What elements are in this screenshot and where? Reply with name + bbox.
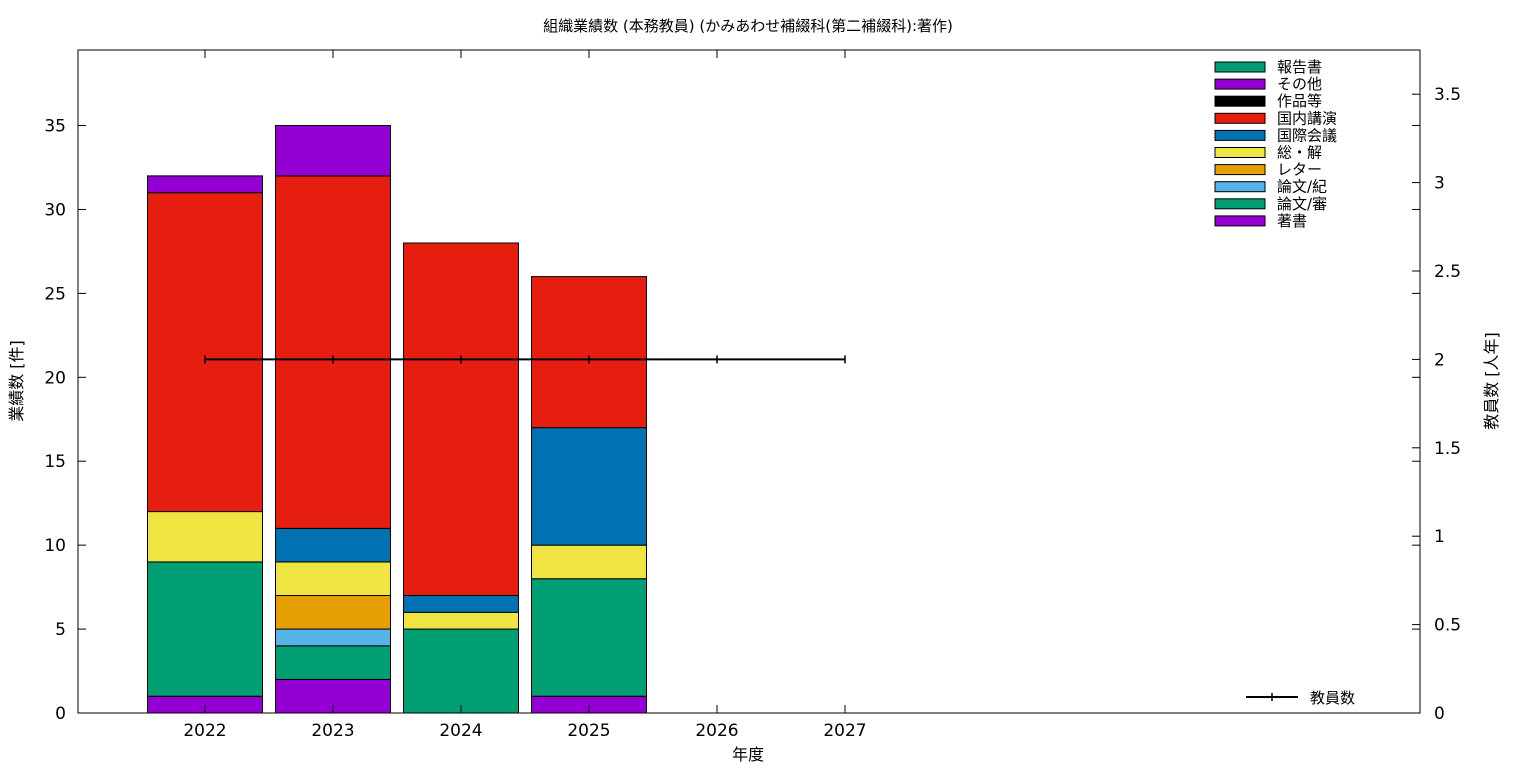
legend-label: 総・解 [1277, 144, 1322, 162]
legend-swatch [1214, 61, 1266, 73]
y-tick-label: 25 [44, 284, 66, 304]
y2-tick-label: 3.5 [1434, 85, 1461, 105]
y-tick-label: 15 [44, 452, 66, 472]
legend-label: レター [1277, 161, 1322, 179]
bar-segment [531, 544, 647, 580]
x-axis-label: 年度 [732, 745, 764, 764]
legend-swatch [1214, 181, 1266, 193]
legend-swatch [1214, 198, 1266, 210]
plot-frame [77, 49, 1421, 714]
y-axis-ticks: 0 5 10 15 20 25 30 35 [44, 117, 1420, 724]
legend-label: 報告書 [1277, 58, 1322, 76]
legend-label: 国際会議 [1277, 126, 1337, 144]
y-axis-label: 業績数 [件] [7, 340, 26, 422]
x-axis-ticks: 2022 2023 2024 2025 2026 2027 [183, 50, 867, 741]
x-tick-label: 2026 [695, 721, 738, 741]
y2-axis-label: 教員数 [人年] [1482, 332, 1501, 430]
line-legend: 教員数 [1246, 689, 1355, 707]
y-tick-label: 10 [44, 536, 66, 556]
y2-tick-label: 0 [1434, 704, 1445, 724]
bar-segment [275, 595, 391, 630]
bar-layer [147, 125, 647, 714]
bar-segment [403, 595, 519, 613]
legend-swatch [1214, 112, 1266, 124]
staff-line-layer [204, 355, 846, 364]
y-tick-label: 5 [55, 620, 66, 640]
legend-swatch [1214, 215, 1266, 227]
bar-segment [531, 578, 647, 697]
y2-axis-ticks: 0 0.5 1 1.5 2 2.5 3 3.5 [1412, 85, 1461, 724]
y-tick-label: 35 [44, 117, 66, 137]
y-tick-label: 30 [44, 200, 66, 220]
legend-label: 著書 [1277, 212, 1307, 230]
bar-segment [275, 645, 391, 680]
y2-tick-label: 2 [1434, 350, 1445, 370]
y2-tick-label: 2.5 [1434, 262, 1461, 282]
y2-tick-label: 0.5 [1434, 616, 1461, 636]
bar-segment [403, 242, 519, 597]
chart-title: 組織業績数 (本務教員) (かみあわせ補綴科(第二補綴科):著作) [543, 17, 953, 35]
x-tick-label: 2025 [567, 721, 610, 741]
bar-segment [275, 125, 391, 177]
bar-segment [275, 628, 391, 647]
x-tick-label: 2022 [183, 721, 226, 741]
bar-segment [531, 427, 647, 546]
legend-swatch [1214, 129, 1266, 141]
legend-label: 作品等 [1277, 92, 1322, 110]
legend-label: その他 [1277, 75, 1322, 93]
x-tick-label: 2023 [311, 721, 354, 741]
y2-tick-label: 3 [1434, 174, 1445, 194]
legend-swatch [1214, 95, 1266, 107]
bar-segment [275, 175, 391, 529]
y2-tick-label: 1.5 [1434, 439, 1461, 459]
y2-tick-label: 1 [1434, 527, 1445, 547]
legend-line-label: 教員数 [1310, 689, 1355, 707]
legend-swatch [1214, 78, 1266, 90]
bar-segment [531, 276, 647, 429]
legend-label: 論文/紀 [1277, 178, 1327, 196]
bar-segment [147, 511, 263, 563]
bar-segment [275, 527, 391, 563]
bar-segment [147, 561, 263, 697]
bar-segment [403, 611, 519, 630]
x-tick-label: 2027 [823, 721, 866, 741]
bar-segment [403, 628, 519, 714]
bar-segment [147, 175, 263, 194]
bar-segment [275, 561, 391, 597]
legend-label: 論文/審 [1277, 195, 1327, 213]
y-tick-label: 20 [44, 368, 66, 388]
x-tick-label: 2024 [439, 721, 482, 741]
legend-swatch [1214, 164, 1266, 176]
bar-segment [147, 192, 263, 513]
legend-swatch [1214, 147, 1266, 158]
legend-label: 国内講演 [1277, 109, 1337, 127]
y-tick-label: 0 [55, 704, 66, 724]
